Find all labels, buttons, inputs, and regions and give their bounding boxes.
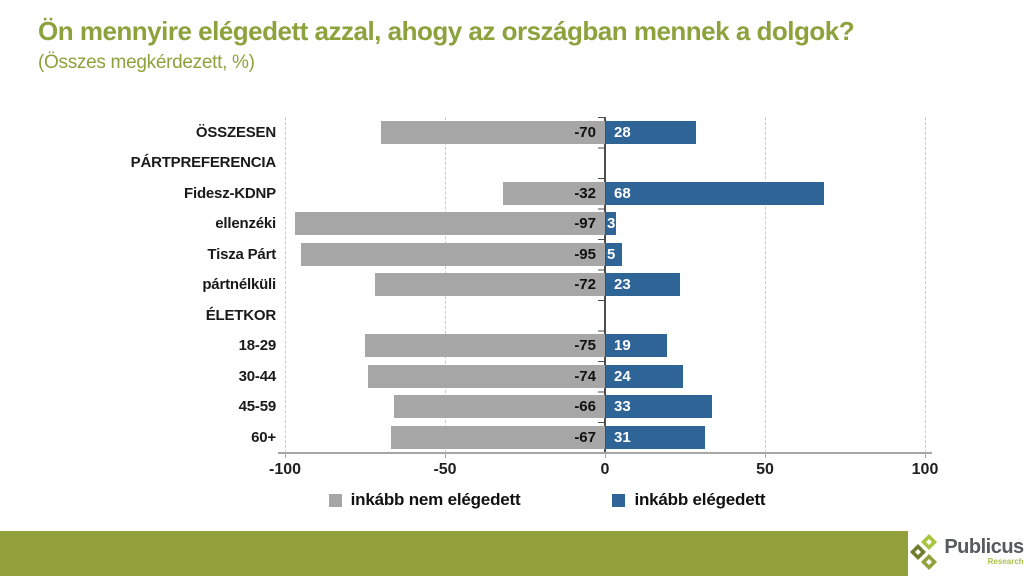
chart-row: ÖSSZESEN -70 28 xyxy=(8,117,925,148)
row-plot: -67 31 xyxy=(285,422,925,453)
row-plot: -70 28 xyxy=(285,117,925,148)
x-axis-labels: -100 -50 0 50 100 xyxy=(269,461,938,483)
bar-positive: 5 xyxy=(606,242,622,266)
row-plot: -74 24 xyxy=(285,361,925,392)
chart-title: Ön mennyire elégedett azzal, ahogy az or… xyxy=(38,16,855,46)
row-label: 18-29 xyxy=(238,337,277,355)
bar-negative: -95 xyxy=(301,242,605,266)
row-label: Tisza Párt xyxy=(207,245,276,263)
x-axis-tick-mark xyxy=(925,454,926,458)
x-axis-tick-label: 100 xyxy=(911,461,939,478)
gridline xyxy=(285,117,286,453)
chart-row: Fidesz-KDNP -32 68 xyxy=(8,178,925,209)
chart-row: 30-44 -74 24 xyxy=(8,361,925,392)
bar-negative: -32 xyxy=(502,181,605,205)
bar-negative: -74 xyxy=(368,364,605,388)
legend-swatch-icon xyxy=(612,493,626,507)
legend-item: inkább nem elégedett xyxy=(328,490,521,510)
publicus-diamond-icon xyxy=(910,533,938,570)
row-plot: -75 19 xyxy=(285,331,925,362)
x-axis-tick-mark xyxy=(445,454,446,458)
row-plot xyxy=(285,148,925,179)
bar-negative: -97 xyxy=(294,212,605,235)
x-axis-line xyxy=(278,452,932,454)
chart-row: ÉLETKOR xyxy=(8,300,925,331)
row-label: PÁRTPREFERENCIA xyxy=(130,154,277,172)
legend-swatch-icon xyxy=(328,493,342,507)
bar-negative: -66 xyxy=(393,395,605,418)
bar-negative: -70 xyxy=(381,120,605,144)
bar-positive: 23 xyxy=(606,273,680,296)
chart-row: pártnélküli -72 23 xyxy=(8,270,925,301)
legend-label: inkább nem elégedett xyxy=(350,490,521,509)
legend: inkább nem elégedett inkább elégedett xyxy=(35,490,1024,510)
row-plot xyxy=(285,300,925,331)
brand-subtitle: Research xyxy=(987,557,1024,566)
bar-negative: -67 xyxy=(390,425,605,449)
zero-axis-line xyxy=(604,117,606,453)
x-axis-tick-mark xyxy=(765,454,766,458)
publicus-logo: Publicus Research xyxy=(910,527,1024,576)
chart-row: Tisza Párt -95 5 xyxy=(8,239,925,270)
row-label: ellenzéki xyxy=(215,215,276,233)
gridline xyxy=(925,117,926,453)
bar-negative: -75 xyxy=(365,334,605,357)
row-label: ÉLETKOR xyxy=(205,306,276,324)
chart-subtitle: (Összes megkérdezett, %) xyxy=(38,52,255,73)
row-plot: -72 23 xyxy=(285,270,925,301)
row-plot: -32 68 xyxy=(285,178,925,209)
row-label: ÖSSZESEN xyxy=(195,123,276,141)
bar-positive: 24 xyxy=(606,364,683,388)
bar-positive: 31 xyxy=(606,425,706,449)
bar-negative: -72 xyxy=(374,273,605,296)
chart-rows: ÖSSZESEN -70 28 PÁRTPREFERENCIA Fidesz-KDNP -… xyxy=(8,117,925,453)
diverging-bar-chart: ÖSSZESEN -70 28 PÁRTPREFERENCIA Fidesz-KDNP -… xyxy=(8,117,948,497)
logo-text: Publicus Research xyxy=(944,536,1024,566)
chart-row: 45-59 -66 33 xyxy=(8,392,925,423)
chart-row: ellenzéki -97 3 xyxy=(8,209,925,240)
brand-name: Publicus xyxy=(944,536,1024,558)
bar-positive: 28 xyxy=(606,120,696,144)
chart-row: 60+ -67 31 xyxy=(8,422,925,453)
x-axis-tick-mark xyxy=(605,454,606,458)
bar-positive: 68 xyxy=(606,181,824,205)
legend-item: inkább elégedett xyxy=(612,490,766,510)
row-plot: -66 33 xyxy=(285,392,925,423)
x-axis-tick-label: -100 xyxy=(268,461,302,478)
gridline xyxy=(765,117,766,453)
x-axis-tick-mark xyxy=(285,454,286,458)
chart-row: PÁRTPREFERENCIA xyxy=(8,148,925,179)
footer-bar xyxy=(0,531,908,576)
row-plot: -95 5 xyxy=(285,239,925,270)
x-axis-tick-label: 50 xyxy=(756,461,774,478)
row-label: pártnélküli xyxy=(202,276,276,294)
row-label: 60+ xyxy=(251,428,276,446)
x-axis-tick-label: 0 xyxy=(600,461,610,478)
bar-positive: 3 xyxy=(606,212,616,235)
bar-positive: 33 xyxy=(606,395,712,418)
x-axis-tick-label: -50 xyxy=(433,461,457,478)
row-label: Fidesz-KDNP xyxy=(184,184,276,202)
bar-positive: 19 xyxy=(606,334,667,357)
chart-row: 18-29 -75 19 xyxy=(8,331,925,362)
row-label: 30-44 xyxy=(238,367,277,385)
legend-label: inkább elégedett xyxy=(634,490,766,509)
row-plot: -97 3 xyxy=(285,209,925,240)
row-label: 45-59 xyxy=(238,398,277,416)
